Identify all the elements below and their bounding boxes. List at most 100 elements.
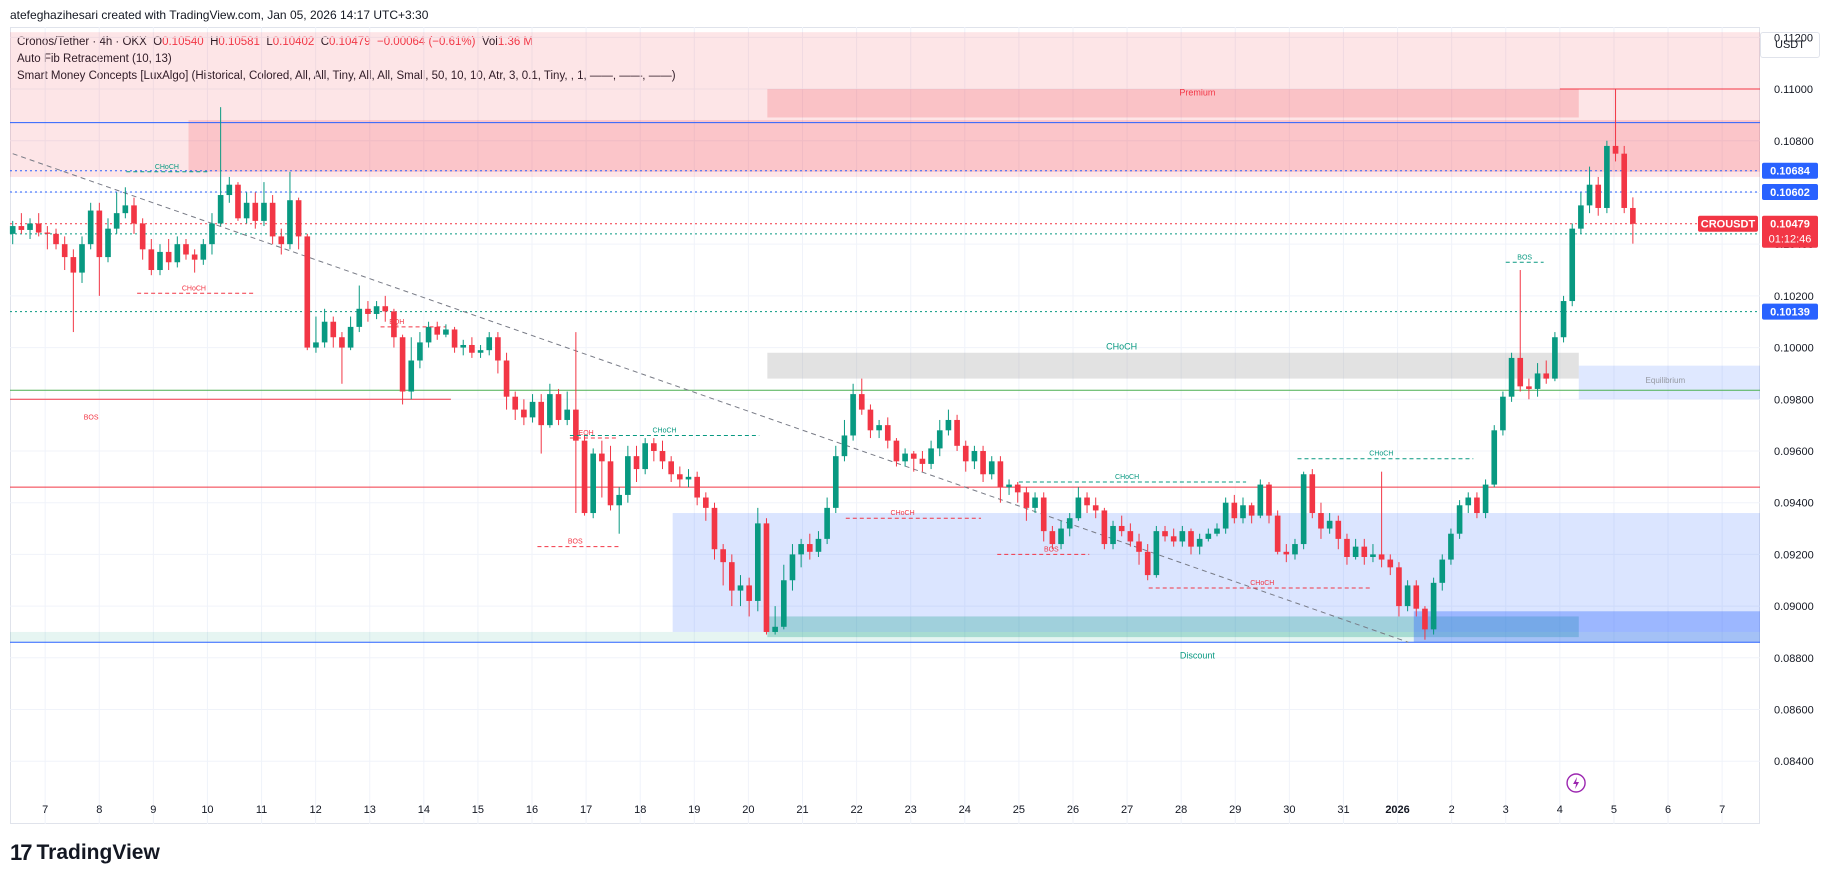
candle-body[interactable]: [217, 195, 224, 224]
candle-body[interactable]: [746, 585, 752, 601]
candle-body[interactable]: [304, 236, 311, 348]
candle-body[interactable]: [157, 251, 163, 271]
candle-body[interactable]: [547, 394, 553, 426]
candle-body[interactable]: [1526, 386, 1532, 389]
candle-body[interactable]: [477, 350, 484, 353]
candle-body[interactable]: [96, 210, 103, 258]
candle-body[interactable]: [1318, 513, 1324, 529]
candle-body[interactable]: [417, 342, 423, 361]
candle-body[interactable]: [1344, 538, 1350, 557]
candle-body[interactable]: [391, 311, 397, 338]
candle-body[interactable]: [884, 425, 891, 441]
candle-body[interactable]: [191, 254, 198, 260]
candle-body[interactable]: [1292, 544, 1298, 555]
candle-body[interactable]: [902, 453, 908, 462]
candle-body[interactable]: [850, 394, 856, 436]
candle-body[interactable]: [27, 223, 33, 230]
candle-body[interactable]: [1040, 497, 1047, 532]
candle-body[interactable]: [1560, 301, 1567, 338]
candle-body[interactable]: [1569, 228, 1576, 302]
candle-body[interactable]: [1214, 528, 1220, 534]
candle-body[interactable]: [139, 223, 146, 250]
candle-body[interactable]: [919, 458, 926, 464]
candle-body[interactable]: [1075, 497, 1082, 519]
candle-body[interactable]: [252, 202, 259, 221]
candle-body[interactable]: [486, 337, 493, 351]
symbol-title[interactable]: Cronos/Tether · 4h · OKX: [17, 36, 147, 48]
candle-body[interactable]: [1413, 585, 1420, 609]
candle-body[interactable]: [962, 445, 969, 462]
candle-body[interactable]: [581, 440, 588, 514]
candle-body[interactable]: [1066, 518, 1073, 529]
candle-body[interactable]: [1595, 184, 1602, 208]
candle-body[interactable]: [936, 430, 943, 449]
candle-body[interactable]: [789, 554, 796, 581]
candle-body[interactable]: [1110, 525, 1116, 545]
candle-body[interactable]: [1352, 546, 1359, 557]
candle-body[interactable]: [226, 184, 233, 196]
candle-body[interactable]: [685, 476, 692, 480]
candle-body[interactable]: [659, 450, 666, 462]
candle-body[interactable]: [1430, 582, 1437, 630]
candle-body[interactable]: [737, 585, 744, 591]
candle-body[interactable]: [971, 450, 978, 462]
candle-body[interactable]: [1274, 515, 1281, 552]
candle-body[interactable]: [780, 580, 787, 627]
candle-body[interactable]: [1058, 528, 1064, 545]
candle-body[interactable]: [53, 233, 59, 245]
candle-body[interactable]: [44, 232, 51, 234]
candle-body[interactable]: [703, 497, 709, 508]
candle-body[interactable]: [495, 337, 501, 361]
candle-body[interactable]: [555, 394, 562, 420]
candle-body[interactable]: [616, 494, 623, 506]
candle-body[interactable]: [1491, 430, 1498, 485]
candle-body[interactable]: [642, 443, 648, 470]
candle-body[interactable]: [1378, 554, 1385, 560]
candle-body[interactable]: [677, 474, 683, 480]
candle-body[interactable]: [1300, 474, 1307, 545]
candle-body[interactable]: [1127, 531, 1134, 542]
candle-body[interactable]: [1144, 551, 1151, 576]
candle-body[interactable]: [209, 223, 215, 245]
candle-body[interactable]: [529, 401, 536, 418]
trend-line[interactable]: [12, 153, 1409, 643]
candle-body[interactable]: [105, 228, 111, 258]
candle-body[interactable]: [1474, 497, 1480, 514]
candle-body[interactable]: [1153, 531, 1160, 576]
candle-body[interactable]: [18, 226, 25, 230]
candle-body[interactable]: [1387, 559, 1394, 568]
candle-body[interactable]: [165, 251, 172, 263]
candle-body[interactable]: [910, 453, 917, 459]
candle-body[interactable]: [70, 257, 77, 273]
candle-body[interactable]: [451, 329, 458, 348]
candle-body[interactable]: [512, 396, 519, 410]
candle-body[interactable]: [1240, 505, 1246, 519]
candle-body[interactable]: [61, 244, 68, 258]
candle-body[interactable]: [408, 360, 415, 392]
candle-body[interactable]: [122, 205, 129, 214]
candle-body[interactable]: [573, 409, 579, 441]
candle-body[interactable]: [1092, 505, 1099, 511]
candle-body[interactable]: [980, 450, 986, 475]
candle-body[interactable]: [469, 344, 475, 353]
candle-body[interactable]: [460, 344, 467, 348]
candle-body[interactable]: [1534, 373, 1541, 389]
candle-body[interactable]: [295, 200, 302, 237]
candle-body[interactable]: [87, 210, 94, 245]
candle-body[interactable]: [1309, 474, 1316, 514]
candle-body[interactable]: [1205, 533, 1212, 539]
candle-body[interactable]: [711, 507, 718, 550]
currency-unit-button[interactable]: USDT: [1760, 32, 1820, 58]
candle-body[interactable]: [1456, 505, 1463, 534]
candle-body[interactable]: [824, 507, 830, 539]
candle-body[interactable]: [1188, 531, 1194, 547]
candle-body[interactable]: [893, 440, 900, 462]
candle-body[interactable]: [321, 321, 328, 343]
candle-body[interactable]: [668, 461, 674, 475]
candle-body[interactable]: [1248, 505, 1255, 516]
candle-body[interactable]: [1222, 502, 1229, 529]
candle-body[interactable]: [243, 202, 250, 219]
candle-body[interactable]: [1196, 538, 1203, 547]
candle-body[interactable]: [945, 419, 952, 431]
candle-body[interactable]: [1621, 153, 1628, 208]
